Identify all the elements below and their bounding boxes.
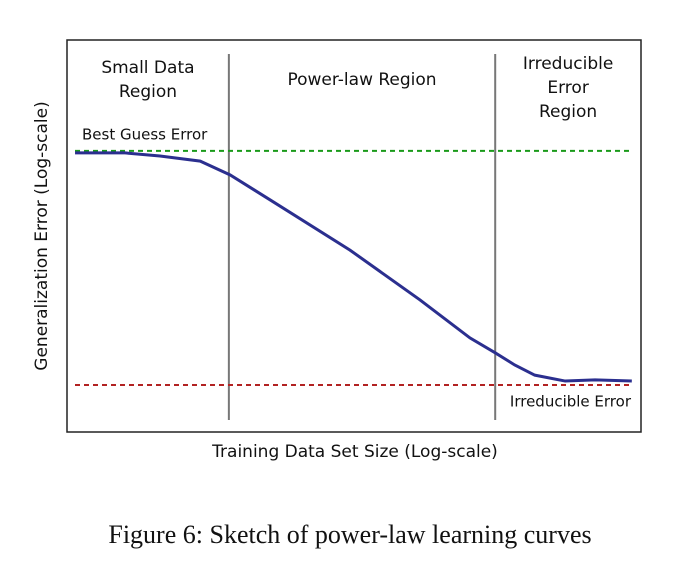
plot-frame [66, 39, 642, 433]
reference-label: Best Guess Error [82, 125, 208, 143]
region-label: Small Data [101, 58, 194, 78]
x-axis-label: Training Data Set Size (Log-scale) [211, 442, 498, 462]
region-label: Region [119, 82, 177, 102]
region-label: Region [539, 102, 597, 122]
region-label: Irreducible [523, 54, 613, 74]
reference-label: Irreducible Error [510, 392, 632, 410]
caption: Figure 6: Sketch of power-law learning c… [108, 520, 591, 549]
learning-curve [75, 151, 632, 383]
region-label: Error [547, 78, 588, 98]
y-axis-label: Generalization Error (Log-scale) [32, 101, 52, 370]
region-label: Power-law Region [287, 70, 436, 90]
